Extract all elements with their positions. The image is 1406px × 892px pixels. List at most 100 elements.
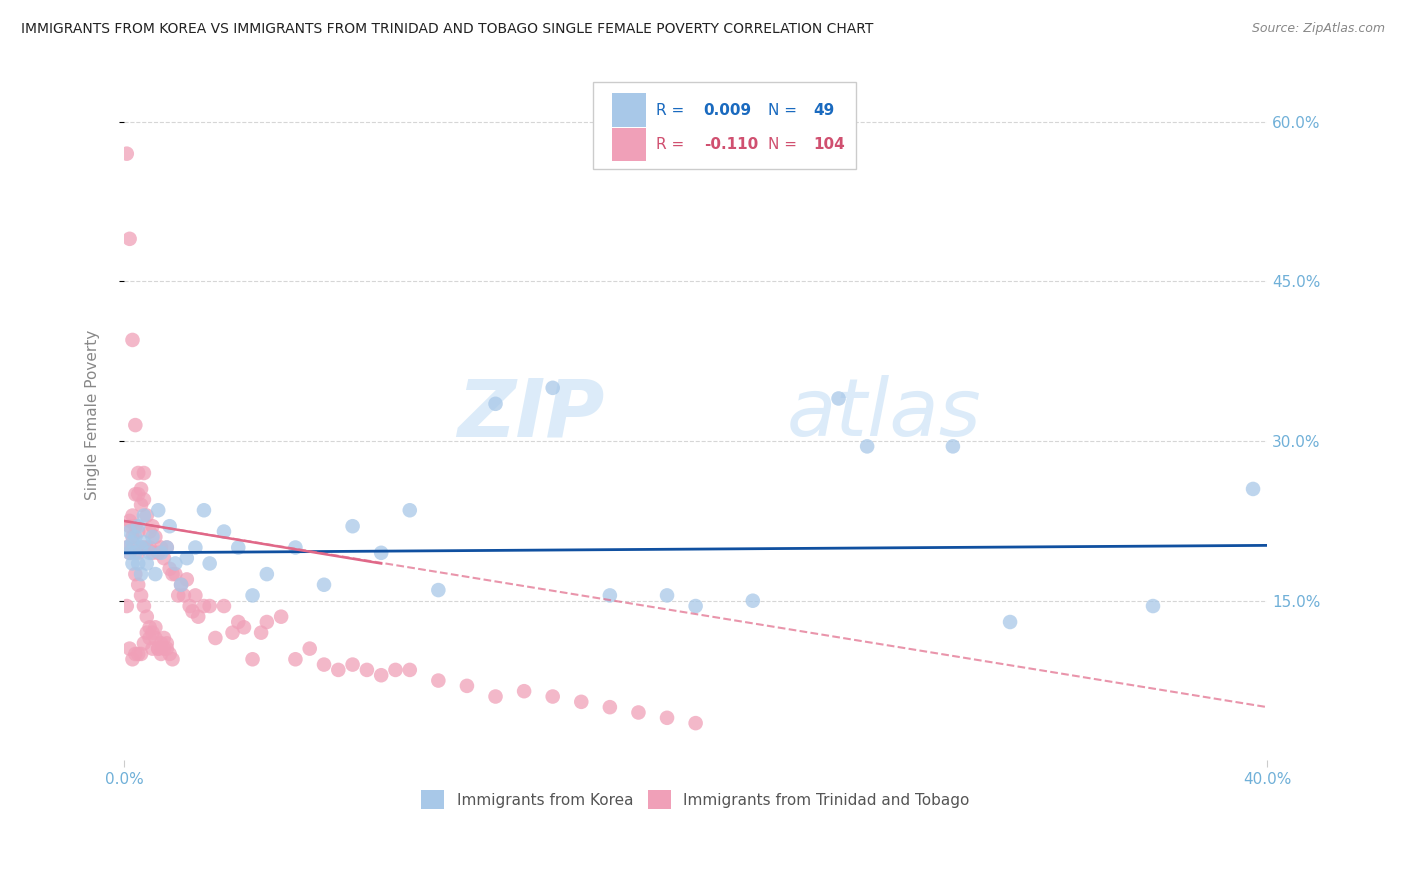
Point — [141, 641, 163, 656]
Point — [284, 541, 307, 555]
Point — [998, 615, 1021, 629]
Point — [198, 557, 221, 571]
Y-axis label: Single Female Poverty: Single Female Poverty — [86, 329, 100, 500]
Point — [153, 641, 176, 656]
Point — [198, 599, 221, 613]
Point — [153, 551, 176, 566]
Point — [150, 636, 173, 650]
Point — [138, 546, 160, 560]
Point — [127, 487, 149, 501]
Point — [121, 535, 143, 549]
Point — [226, 541, 249, 555]
Point — [132, 599, 155, 613]
Point — [685, 716, 707, 731]
Point — [599, 588, 621, 602]
Text: N =: N = — [768, 137, 801, 153]
Point — [124, 647, 146, 661]
Point — [129, 647, 152, 661]
Point — [121, 333, 143, 347]
Point — [456, 679, 478, 693]
Point — [312, 657, 335, 672]
Point — [129, 588, 152, 602]
Point — [159, 519, 181, 533]
Point — [121, 541, 143, 555]
Point — [627, 706, 650, 720]
Point — [129, 541, 152, 555]
Point — [298, 641, 321, 656]
Point — [132, 466, 155, 480]
Point — [143, 530, 166, 544]
Point — [370, 546, 392, 560]
Point — [212, 599, 235, 613]
Point — [138, 631, 160, 645]
Point — [135, 609, 157, 624]
Point — [118, 232, 141, 246]
Point — [115, 541, 138, 555]
Point — [124, 530, 146, 544]
Legend: Immigrants from Korea, Immigrants from Trinidad and Tobago: Immigrants from Korea, Immigrants from T… — [415, 784, 976, 815]
Point — [141, 625, 163, 640]
Text: R =: R = — [655, 137, 689, 153]
Point — [212, 524, 235, 539]
Point — [484, 690, 506, 704]
Point — [124, 519, 146, 533]
Point — [162, 652, 184, 666]
Point — [115, 146, 138, 161]
Point — [856, 439, 879, 453]
Point — [132, 541, 155, 555]
Point — [115, 599, 138, 613]
Text: Source: ZipAtlas.com: Source: ZipAtlas.com — [1251, 22, 1385, 36]
Point — [138, 620, 160, 634]
Point — [127, 647, 149, 661]
Point — [141, 546, 163, 560]
Text: R =: R = — [655, 103, 689, 118]
Point — [138, 524, 160, 539]
Point — [170, 578, 193, 592]
Bar — [612, 128, 647, 161]
Point — [655, 711, 678, 725]
Point — [121, 530, 143, 544]
Text: atlas: atlas — [787, 376, 981, 453]
Point — [184, 588, 207, 602]
Point — [148, 641, 170, 656]
Point — [541, 381, 564, 395]
Point — [256, 567, 278, 582]
Point — [156, 541, 179, 555]
Point — [342, 657, 364, 672]
Point — [150, 541, 173, 555]
Text: IMMIGRANTS FROM KOREA VS IMMIGRANTS FROM TRINIDAD AND TOBAGO SINGLE FEMALE POVER: IMMIGRANTS FROM KOREA VS IMMIGRANTS FROM… — [21, 22, 873, 37]
Point — [124, 487, 146, 501]
FancyBboxPatch shape — [593, 82, 856, 169]
Point — [115, 541, 138, 555]
Point — [127, 546, 149, 560]
Point — [118, 641, 141, 656]
Point — [129, 482, 152, 496]
Point — [143, 620, 166, 634]
Point — [312, 578, 335, 592]
Point — [484, 397, 506, 411]
Point — [135, 541, 157, 555]
Point — [127, 557, 149, 571]
Point — [242, 588, 264, 602]
Point — [342, 519, 364, 533]
Point — [427, 673, 450, 688]
Point — [167, 588, 190, 602]
Point — [127, 578, 149, 592]
Point — [193, 599, 215, 613]
Point — [204, 631, 226, 645]
Text: -0.110: -0.110 — [703, 137, 758, 153]
Point — [121, 652, 143, 666]
Point — [1241, 482, 1264, 496]
Point — [176, 551, 198, 566]
Point — [148, 503, 170, 517]
Point — [124, 567, 146, 582]
Point — [541, 690, 564, 704]
Point — [356, 663, 378, 677]
Point — [156, 636, 179, 650]
Point — [165, 567, 187, 582]
Point — [159, 647, 181, 661]
Text: 0.009: 0.009 — [703, 103, 752, 118]
Point — [124, 546, 146, 560]
Point — [138, 541, 160, 555]
Point — [1142, 599, 1164, 613]
